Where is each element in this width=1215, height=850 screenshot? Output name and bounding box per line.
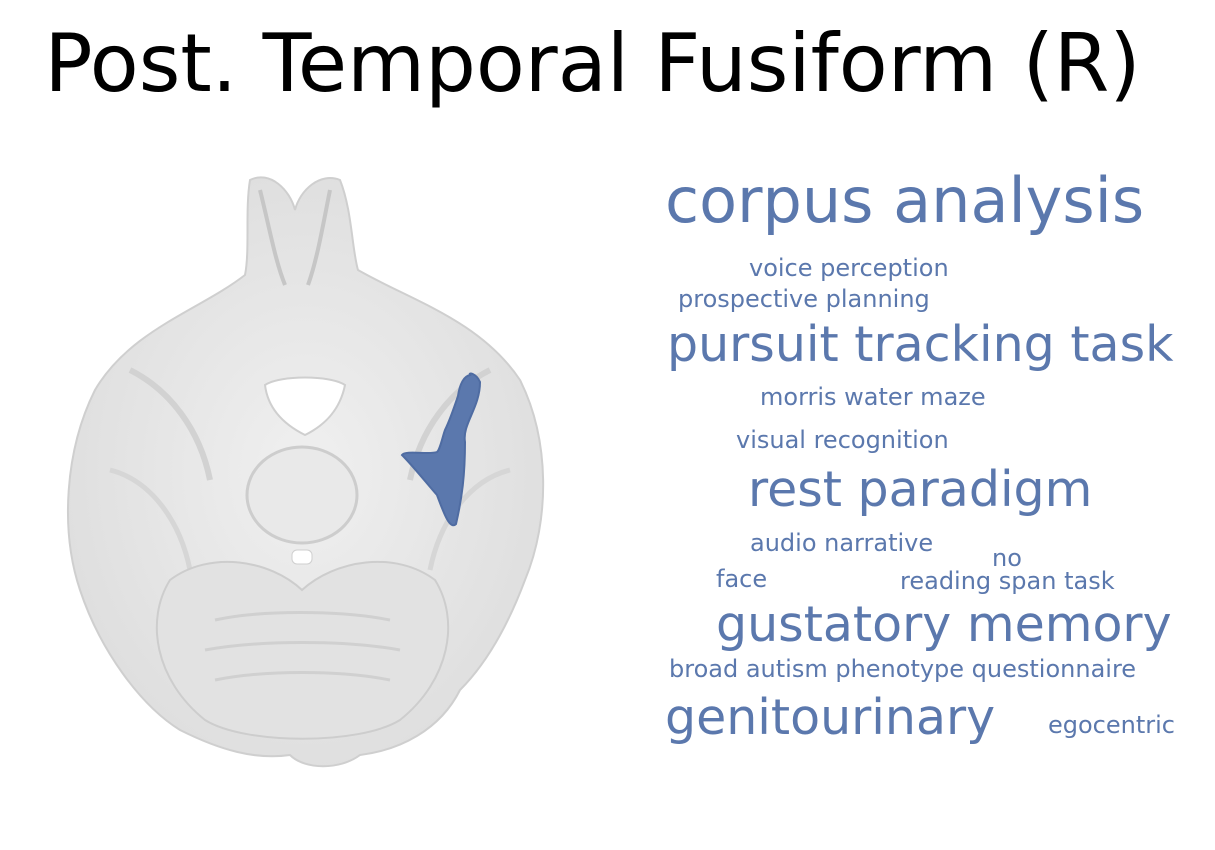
word-cloud-term: voice perception: [749, 254, 949, 282]
word-cloud-term: broad autism phenotype questionnaire: [669, 655, 1137, 683]
word-cloud-term: visual recognition: [736, 426, 949, 454]
page-title: Post. Temporal Fusiform (R): [44, 17, 1141, 110]
word-cloud-term: prospective planning: [678, 285, 930, 313]
word-cloud-term: face: [716, 565, 768, 593]
word-cloud-term: no: [992, 544, 1022, 572]
word-cloud-term: morris water maze: [760, 383, 986, 411]
word-cloud-term: corpus analysis: [665, 164, 1145, 237]
word-cloud-term: pursuit tracking task: [667, 316, 1174, 373]
word-cloud-term: reading span task: [900, 567, 1115, 595]
word-cloud-term: rest paradigm: [748, 461, 1093, 518]
word-cloud-term: gustatory memory: [716, 596, 1172, 653]
brain-axial-slice: [67, 176, 545, 768]
word-cloud-term: egocentric: [1048, 711, 1175, 739]
word-cloud-term: genitourinary: [665, 689, 996, 746]
highlighted-region: [400, 372, 482, 527]
word-cloud-term: audio narrative: [750, 529, 934, 557]
